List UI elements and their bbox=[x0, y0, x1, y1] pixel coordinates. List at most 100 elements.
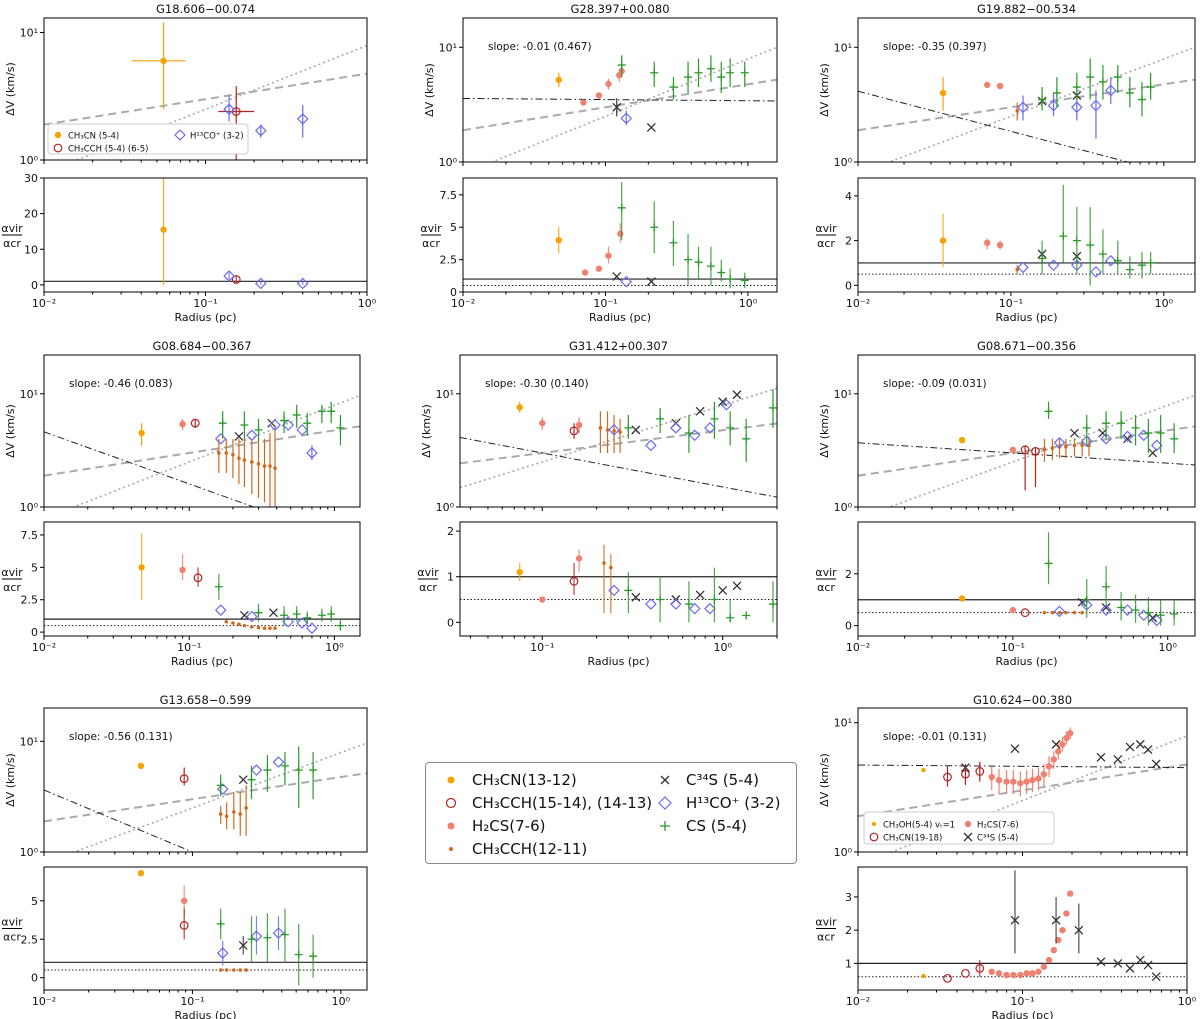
data-point bbox=[996, 241, 1004, 249]
ref-line-dotted bbox=[887, 394, 1195, 507]
y-axis-label: ΔV (km/s) bbox=[818, 404, 831, 458]
ref-line-dotted bbox=[460, 387, 777, 489]
data-point bbox=[612, 102, 622, 112]
legend-label: C³⁴S (5-4) bbox=[686, 771, 759, 789]
panel-title: G08.684−00.367 bbox=[152, 339, 251, 353]
data-point bbox=[303, 419, 312, 428]
bottom-frame bbox=[857, 177, 1196, 293]
x-axis-label: Radius (pc) bbox=[589, 311, 651, 324]
panel-title: G19.882−00.534 bbox=[977, 2, 1076, 16]
data-point bbox=[575, 421, 583, 429]
data-point bbox=[684, 73, 693, 82]
data-point bbox=[1035, 775, 1042, 782]
data-point bbox=[1144, 608, 1153, 617]
data-point bbox=[1003, 778, 1010, 785]
data-point bbox=[1148, 448, 1158, 458]
x-axis-label: Radius (pc) bbox=[996, 655, 1058, 668]
data-point bbox=[710, 595, 719, 604]
x-tick-label: 10⁻² bbox=[32, 641, 56, 654]
data-point bbox=[995, 970, 1003, 977]
y-tick-label: 10¹ bbox=[834, 41, 852, 54]
data-point bbox=[1096, 957, 1106, 967]
data-point bbox=[224, 968, 229, 972]
data-point bbox=[1044, 407, 1053, 416]
data-point bbox=[1113, 754, 1123, 764]
y-axis-label-num: αvir bbox=[1, 566, 23, 579]
data-point bbox=[247, 935, 256, 944]
data-point bbox=[1125, 742, 1135, 752]
data-point bbox=[732, 581, 742, 591]
data-point bbox=[1015, 108, 1020, 113]
data-point bbox=[695, 590, 705, 600]
data-point bbox=[605, 252, 612, 259]
panel-title: G18.606−00.074 bbox=[156, 2, 255, 16]
panel-title: G10.624−00.380 bbox=[973, 693, 1072, 707]
data-point bbox=[1015, 267, 1020, 272]
data-point bbox=[961, 968, 970, 978]
ref-line-dashed bbox=[44, 72, 367, 126]
data-point bbox=[646, 123, 656, 132]
data-point bbox=[218, 419, 227, 428]
data-point bbox=[250, 460, 254, 464]
data-point bbox=[214, 432, 227, 445]
data-point bbox=[617, 230, 624, 237]
y-tick-label: 7.5 bbox=[440, 189, 458, 202]
data-point bbox=[247, 775, 256, 784]
fit-line bbox=[44, 789, 194, 852]
data-point bbox=[608, 424, 620, 436]
data-point bbox=[179, 420, 186, 428]
bottom-frame bbox=[462, 177, 778, 293]
data-point bbox=[273, 626, 277, 631]
data-point bbox=[231, 275, 241, 284]
data-point bbox=[1072, 83, 1081, 92]
legend-marker-cs bbox=[660, 821, 670, 831]
data-point bbox=[1143, 960, 1153, 970]
data-point bbox=[669, 422, 682, 434]
legend-label: CS (5-4) bbox=[686, 817, 747, 835]
data-point bbox=[718, 585, 728, 595]
data-point bbox=[250, 764, 263, 776]
slope-annotation: slope: -0.09 (0.031) bbox=[883, 378, 987, 390]
data-point bbox=[237, 622, 241, 627]
data-point bbox=[669, 83, 678, 92]
y-tick-label: 1 bbox=[845, 957, 852, 970]
data-point bbox=[958, 595, 966, 602]
data-point bbox=[1170, 434, 1179, 443]
y-tick-label: 10¹ bbox=[834, 388, 852, 401]
data-point bbox=[539, 419, 546, 427]
panel-legend-marker bbox=[869, 832, 879, 842]
bottom-frame bbox=[857, 866, 1188, 991]
data-point bbox=[688, 429, 701, 442]
data-point bbox=[224, 451, 229, 455]
y-tick-label: 10⁰ bbox=[20, 846, 39, 859]
data-point bbox=[246, 610, 258, 623]
data-point bbox=[1137, 429, 1150, 442]
data-point bbox=[1102, 582, 1111, 591]
panel-legend-box bbox=[47, 123, 249, 155]
data-point bbox=[250, 625, 254, 629]
data-point bbox=[238, 775, 248, 785]
x-tick-label: 10⁰ bbox=[1159, 641, 1178, 654]
data-point bbox=[238, 812, 243, 816]
data-point bbox=[1113, 73, 1122, 82]
x-tick-label: 10⁻¹ bbox=[1010, 995, 1034, 1008]
x-axis-label: Radius (pc) bbox=[996, 311, 1058, 324]
data-point bbox=[1104, 254, 1117, 267]
data-point bbox=[669, 238, 678, 247]
data-point bbox=[710, 414, 719, 423]
y-tick-label: 10⁰ bbox=[834, 846, 853, 859]
data-point bbox=[282, 419, 294, 431]
data-point bbox=[137, 869, 145, 877]
data-point bbox=[1090, 266, 1102, 278]
data-point bbox=[1003, 971, 1010, 979]
data-point bbox=[239, 610, 249, 620]
slope-annotation: slope: -0.35 (0.397) bbox=[883, 41, 987, 53]
slope-annotation: slope: -0.46 (0.083) bbox=[69, 378, 173, 390]
data-point bbox=[694, 68, 703, 77]
data-point bbox=[516, 568, 523, 576]
ref-line-dotted bbox=[489, 46, 777, 162]
data-point bbox=[631, 592, 641, 602]
data-point bbox=[179, 774, 189, 784]
